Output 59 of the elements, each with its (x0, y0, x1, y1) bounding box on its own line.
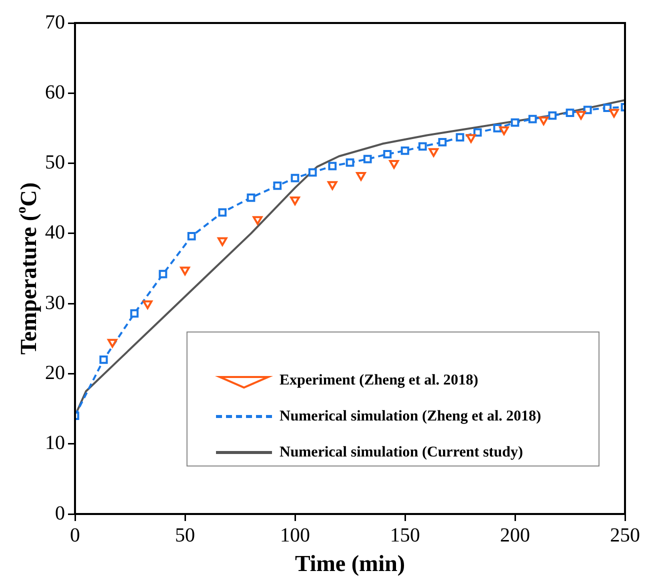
y-axis-title: Temperature (oC) (14, 182, 41, 355)
point (456, 133, 464, 142)
y-tick-label: 10 (45, 432, 65, 454)
legend-label: Numerical simulation (Zheng et al. 2018) (280, 408, 542, 424)
x-axis-title: Time (min) (294, 550, 406, 576)
point (389, 160, 399, 169)
point (328, 181, 338, 190)
point (356, 172, 366, 181)
point (493, 124, 502, 132)
point (99, 356, 108, 364)
y-tick-label: 40 (45, 222, 65, 244)
point (418, 142, 427, 151)
y-tick-label: 50 (45, 152, 65, 174)
point (566, 108, 574, 117)
point (218, 208, 227, 217)
point (252, 216, 262, 225)
x-tick-label: 250 (610, 524, 640, 546)
legend-label: Experiment (Zheng et al. 2018) (280, 372, 478, 388)
point (218, 237, 228, 246)
y-tick-label: 0 (55, 502, 65, 524)
legend-label: Numerical simulation (Current study) (280, 444, 523, 460)
point (510, 118, 520, 127)
point (583, 106, 592, 114)
point (108, 338, 118, 348)
point (273, 182, 282, 190)
point (473, 128, 482, 137)
y-tick-label: 60 (45, 81, 65, 104)
point (187, 232, 196, 240)
point (528, 114, 537, 124)
point (603, 104, 612, 112)
point (158, 270, 168, 278)
y-tick-label: 20 (45, 362, 65, 384)
point (346, 158, 354, 167)
x-tick-label: 200 (500, 524, 530, 546)
point (428, 148, 438, 157)
y-tick-label: 70 (45, 11, 65, 34)
point (308, 168, 317, 177)
point (438, 138, 447, 146)
point (363, 154, 372, 164)
x-tick-label: 50 (175, 524, 195, 546)
point (142, 300, 152, 310)
point (466, 134, 476, 143)
point (130, 309, 139, 318)
point (400, 146, 410, 155)
point (499, 126, 509, 136)
point (246, 193, 256, 202)
point (548, 111, 557, 120)
y-tick-label: 30 (45, 292, 65, 314)
point (383, 150, 392, 158)
point (180, 266, 190, 276)
point (538, 116, 548, 126)
point (609, 108, 619, 118)
point (290, 174, 300, 182)
point (290, 196, 300, 206)
x-tick-label: 100 (280, 524, 310, 546)
point (328, 162, 337, 170)
x-tick-label: 150 (390, 524, 420, 546)
x-tick-label: 0 (70, 524, 80, 546)
point (576, 110, 586, 120)
